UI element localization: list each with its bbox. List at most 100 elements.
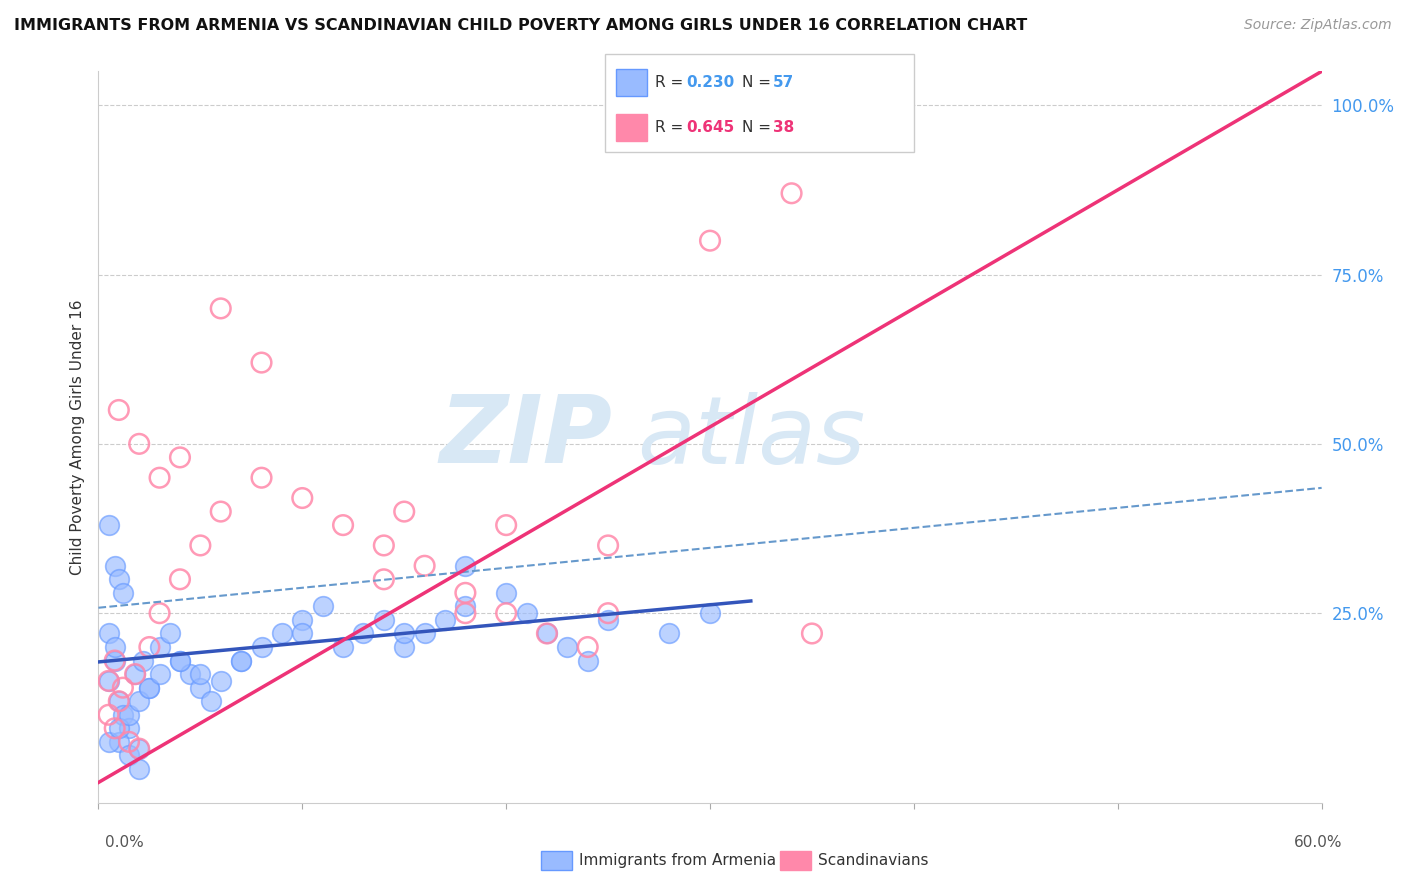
Point bbox=[104, 558, 127, 573]
Point bbox=[111, 707, 134, 722]
Point bbox=[780, 186, 803, 201]
Point bbox=[188, 538, 212, 552]
Point bbox=[128, 741, 150, 756]
Point bbox=[97, 673, 120, 688]
Text: IMMIGRANTS FROM ARMENIA VS SCANDINAVIAN CHILD POVERTY AMONG GIRLS UNDER 16 CORRE: IMMIGRANTS FROM ARMENIA VS SCANDINAVIAN … bbox=[14, 18, 1028, 33]
Point bbox=[108, 735, 131, 749]
Point bbox=[801, 626, 824, 640]
Point bbox=[132, 654, 155, 668]
Point bbox=[332, 518, 354, 533]
Point bbox=[413, 626, 436, 640]
Point bbox=[373, 613, 395, 627]
Point bbox=[188, 667, 212, 681]
Point bbox=[658, 626, 681, 640]
Point bbox=[118, 721, 141, 735]
Point bbox=[108, 403, 131, 417]
Point bbox=[495, 606, 517, 620]
Point bbox=[454, 558, 477, 573]
Point bbox=[209, 673, 232, 688]
Text: atlas: atlas bbox=[637, 392, 865, 483]
Point bbox=[495, 518, 517, 533]
Point bbox=[536, 626, 558, 640]
Point bbox=[169, 450, 191, 465]
Point bbox=[209, 505, 232, 519]
Point bbox=[392, 626, 416, 640]
Point bbox=[149, 667, 172, 681]
Point bbox=[392, 640, 416, 654]
Point bbox=[312, 599, 335, 614]
Text: Immigrants from Armenia: Immigrants from Armenia bbox=[579, 854, 776, 868]
Point bbox=[434, 613, 457, 627]
Point bbox=[138, 681, 160, 695]
Point bbox=[576, 640, 599, 654]
Point bbox=[250, 640, 273, 654]
Point bbox=[169, 654, 191, 668]
Point bbox=[108, 694, 131, 708]
Point bbox=[352, 626, 374, 640]
Text: Scandinavians: Scandinavians bbox=[818, 854, 929, 868]
Point bbox=[149, 471, 172, 485]
Point bbox=[169, 654, 191, 668]
Point bbox=[97, 518, 120, 533]
Point bbox=[128, 741, 150, 756]
Point bbox=[97, 707, 120, 722]
Point bbox=[373, 572, 395, 586]
Point bbox=[108, 721, 131, 735]
Text: 57: 57 bbox=[773, 75, 794, 90]
Point bbox=[291, 626, 314, 640]
Text: N =: N = bbox=[742, 120, 776, 135]
Point bbox=[149, 606, 172, 620]
Point bbox=[149, 640, 172, 654]
Point bbox=[118, 707, 141, 722]
Point bbox=[97, 673, 120, 688]
Point bbox=[159, 626, 181, 640]
Point bbox=[179, 667, 201, 681]
Point bbox=[598, 538, 620, 552]
Text: 0.645: 0.645 bbox=[686, 120, 734, 135]
Point bbox=[169, 572, 191, 586]
Point bbox=[231, 654, 253, 668]
Point bbox=[598, 613, 620, 627]
Point bbox=[108, 572, 131, 586]
Point bbox=[97, 735, 120, 749]
Point bbox=[124, 667, 146, 681]
Point bbox=[555, 640, 579, 654]
Point bbox=[104, 654, 127, 668]
Point bbox=[118, 735, 141, 749]
Point bbox=[576, 654, 599, 668]
Point bbox=[373, 538, 395, 552]
Point bbox=[104, 654, 127, 668]
Text: R =: R = bbox=[655, 120, 689, 135]
Point bbox=[250, 355, 273, 369]
Point bbox=[270, 626, 294, 640]
Point bbox=[454, 586, 477, 600]
Point bbox=[291, 491, 314, 505]
Point bbox=[250, 471, 273, 485]
Point bbox=[124, 667, 146, 681]
Point bbox=[128, 694, 150, 708]
Point bbox=[138, 640, 160, 654]
Point bbox=[104, 640, 127, 654]
Point bbox=[454, 606, 477, 620]
Point bbox=[111, 586, 134, 600]
Point bbox=[495, 586, 517, 600]
Text: 0.0%: 0.0% bbox=[105, 836, 145, 850]
Point bbox=[536, 626, 558, 640]
Point bbox=[104, 721, 127, 735]
Point bbox=[598, 606, 620, 620]
Point bbox=[291, 613, 314, 627]
Point bbox=[699, 234, 721, 248]
Point bbox=[200, 694, 222, 708]
Point bbox=[209, 301, 232, 316]
Text: N =: N = bbox=[742, 75, 776, 90]
Text: 38: 38 bbox=[773, 120, 794, 135]
Y-axis label: Child Poverty Among Girls Under 16: Child Poverty Among Girls Under 16 bbox=[69, 300, 84, 574]
Point bbox=[97, 626, 120, 640]
Point bbox=[188, 681, 212, 695]
Point bbox=[128, 437, 150, 451]
Point bbox=[699, 606, 721, 620]
Point bbox=[413, 558, 436, 573]
Text: Source: ZipAtlas.com: Source: ZipAtlas.com bbox=[1244, 18, 1392, 32]
Point bbox=[111, 681, 134, 695]
Point bbox=[332, 640, 354, 654]
